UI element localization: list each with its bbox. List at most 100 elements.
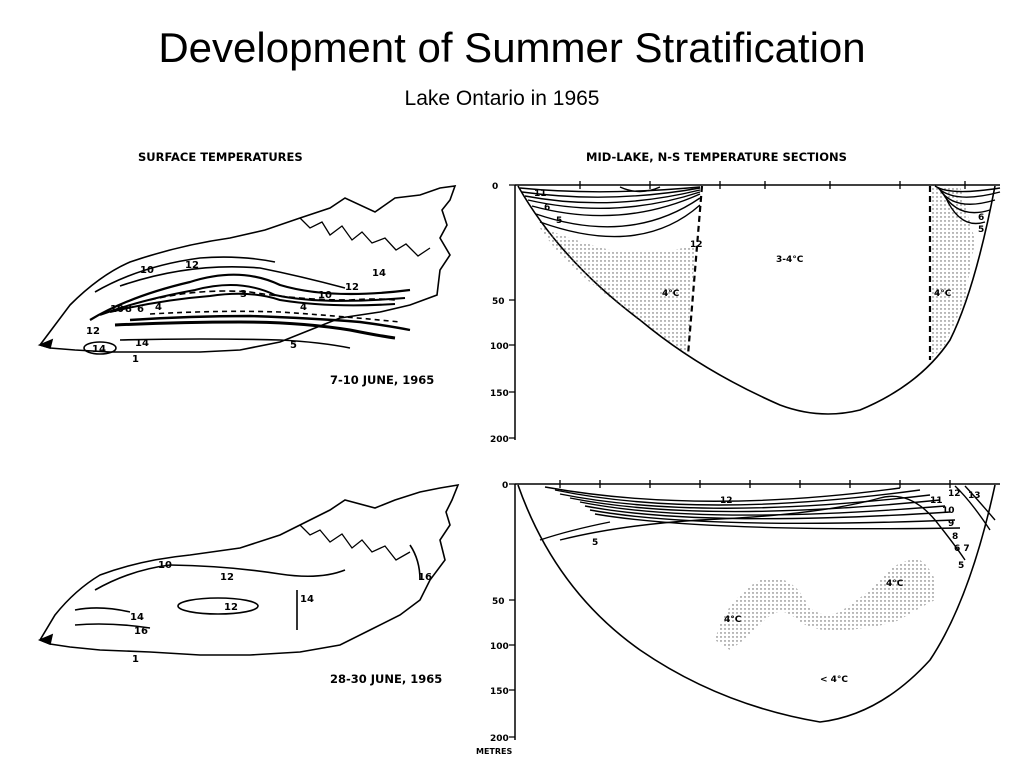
- map-1-contour-labels: 10 12 14 12 10 3 4 10 8 6 4 12 14 14 5 1: [86, 260, 386, 365]
- contour-label: 10: [158, 560, 172, 571]
- isotherm-label: 6: [978, 213, 984, 223]
- slide-subtitle: Lake Ontario in 1965: [404, 87, 600, 110]
- surface-map-june-28-30: [37, 483, 460, 656]
- map-2-date: 28-30 JUNE, 1965: [330, 672, 442, 686]
- 4c-hatched-left: [538, 225, 695, 355]
- contour-label: 14: [135, 338, 149, 349]
- region-label: 4°C: [886, 579, 904, 589]
- isotherm-label: 5: [592, 538, 598, 548]
- contour-label: 1: [132, 354, 139, 365]
- river-mouth: [37, 338, 54, 350]
- depth-unit: METRES: [476, 747, 513, 756]
- section-2-labels: 0 50 100 150 200 METRES 12 12 13 11 10 9…: [476, 481, 981, 756]
- map-1-date: 7-10 JUNE, 1965: [330, 373, 434, 387]
- region-label: < 4°C: [820, 675, 848, 685]
- section-1-labels: 0 50 100 150 200 11 6 5 12 6 5 3-4°C 4°C…: [490, 182, 984, 445]
- isotherm-14-south: [119, 338, 351, 349]
- isotherms-left-cluster: [519, 186, 701, 238]
- 4c-stipple-region: [715, 559, 936, 650]
- depth-tick-label: 200: [490, 435, 509, 445]
- depth-ticks: [509, 184, 515, 439]
- depth-tick-label: 150: [490, 687, 509, 697]
- isotherm-label: 11: [930, 496, 943, 506]
- depth-tick-label: 150: [490, 389, 509, 399]
- isotherm-south-heavy-1: [114, 320, 396, 340]
- depth-tick-label: 200: [490, 734, 509, 744]
- isotherm-label: 12: [690, 240, 703, 250]
- surface-temperatures-header: SURFACE TEMPERATURES: [138, 150, 303, 164]
- temperature-section-2: [509, 480, 1000, 740]
- depth-tick-label: 100: [490, 642, 509, 652]
- contour-label: 12: [220, 572, 234, 583]
- 4c-hatched-right: [930, 186, 975, 360]
- contour-label: 12: [345, 282, 359, 293]
- isotherm-10: [94, 564, 171, 591]
- region-label: 4°C: [662, 289, 680, 299]
- isotherm-south-dashed: [149, 310, 401, 323]
- isotherm-label: 12: [720, 496, 733, 506]
- region-label: 4°C: [724, 615, 742, 625]
- isotherm-16-south: [74, 623, 151, 629]
- surface-ticks: [579, 181, 966, 189]
- contour-label: 6: [137, 304, 144, 315]
- contour-label: 4: [300, 302, 307, 313]
- contour-label: 10: [318, 290, 332, 301]
- contour-label: 1: [132, 654, 139, 665]
- isotherm-label: 6: [544, 203, 550, 213]
- isotherms-thermocline: [539, 485, 996, 561]
- contour-label: 14: [130, 612, 144, 623]
- contour-label: 12: [224, 602, 238, 613]
- isotherm-label: 9: [948, 519, 954, 529]
- isotherm-band-3: [109, 292, 396, 313]
- isotherm-label: 5: [978, 225, 984, 235]
- contour-label: 10: [140, 265, 154, 276]
- isotherm-band-1: [89, 273, 411, 321]
- surface-ticks: [559, 480, 951, 488]
- isotherm-label: 13: [968, 491, 981, 501]
- isotherm-label: 10: [942, 506, 955, 516]
- isotherm-band-2: [99, 284, 406, 316]
- isotherm-12-closed: [177, 597, 259, 615]
- isotherm-label: 11: [534, 189, 547, 199]
- isotherm-3-dashed: [149, 290, 396, 301]
- contour-label: 5: [290, 340, 297, 351]
- contour-label: 12: [86, 326, 100, 337]
- region-label: 4°C: [934, 289, 952, 299]
- isotherm-4c-dashed-left: [686, 185, 704, 356]
- temperature-sections-header: MID-LAKE, N-S TEMPERATURE SECTIONS: [586, 150, 847, 164]
- depth-tick-label: 100: [490, 342, 509, 352]
- contour-label: 3: [240, 289, 247, 300]
- depth-ticks: [509, 483, 515, 738]
- lake-outline: [38, 483, 460, 656]
- isotherm-10-north: [94, 256, 276, 293]
- isotherm-16-right: [409, 544, 421, 581]
- isotherm-12-north: [119, 266, 346, 289]
- depth-tick-label: 0: [492, 182, 498, 192]
- slide-title: Development of Summer Stratification: [158, 24, 866, 71]
- map-2-contour-labels: 10 12 14 12 14 16 16 1: [130, 560, 432, 665]
- depth-tick-label: 50: [492, 297, 505, 307]
- contour-label: 14: [372, 268, 386, 279]
- isotherms-right-cluster: [934, 185, 1001, 225]
- temperature-section-1: [509, 181, 1001, 440]
- isotherm-label: 5: [556, 216, 562, 226]
- contour-label: 16: [418, 572, 432, 583]
- depth-tick-label: 0: [502, 481, 508, 491]
- isotherm-south-heavy-2: [129, 314, 411, 332]
- contour-label: 16: [134, 626, 148, 637]
- isotherm-label: 12: [948, 489, 961, 499]
- contour-label: 14: [300, 594, 314, 605]
- contour-label: 4: [155, 302, 162, 313]
- lake-bottom-profile: [517, 185, 996, 415]
- isotherm-label: 6 7: [954, 544, 970, 554]
- lake-inlet-shore: [299, 217, 431, 257]
- contour-label: 8: [125, 304, 132, 315]
- isotherm-label: 5: [958, 561, 964, 571]
- surface-map-june-7-10: [37, 185, 457, 355]
- isotherm-14-closed: [83, 341, 117, 355]
- lake-inlet-shore: [299, 524, 411, 561]
- contour-label: 10: [110, 304, 124, 315]
- isotherm-label: 8: [952, 532, 958, 542]
- depth-tick-label: 50: [492, 597, 505, 607]
